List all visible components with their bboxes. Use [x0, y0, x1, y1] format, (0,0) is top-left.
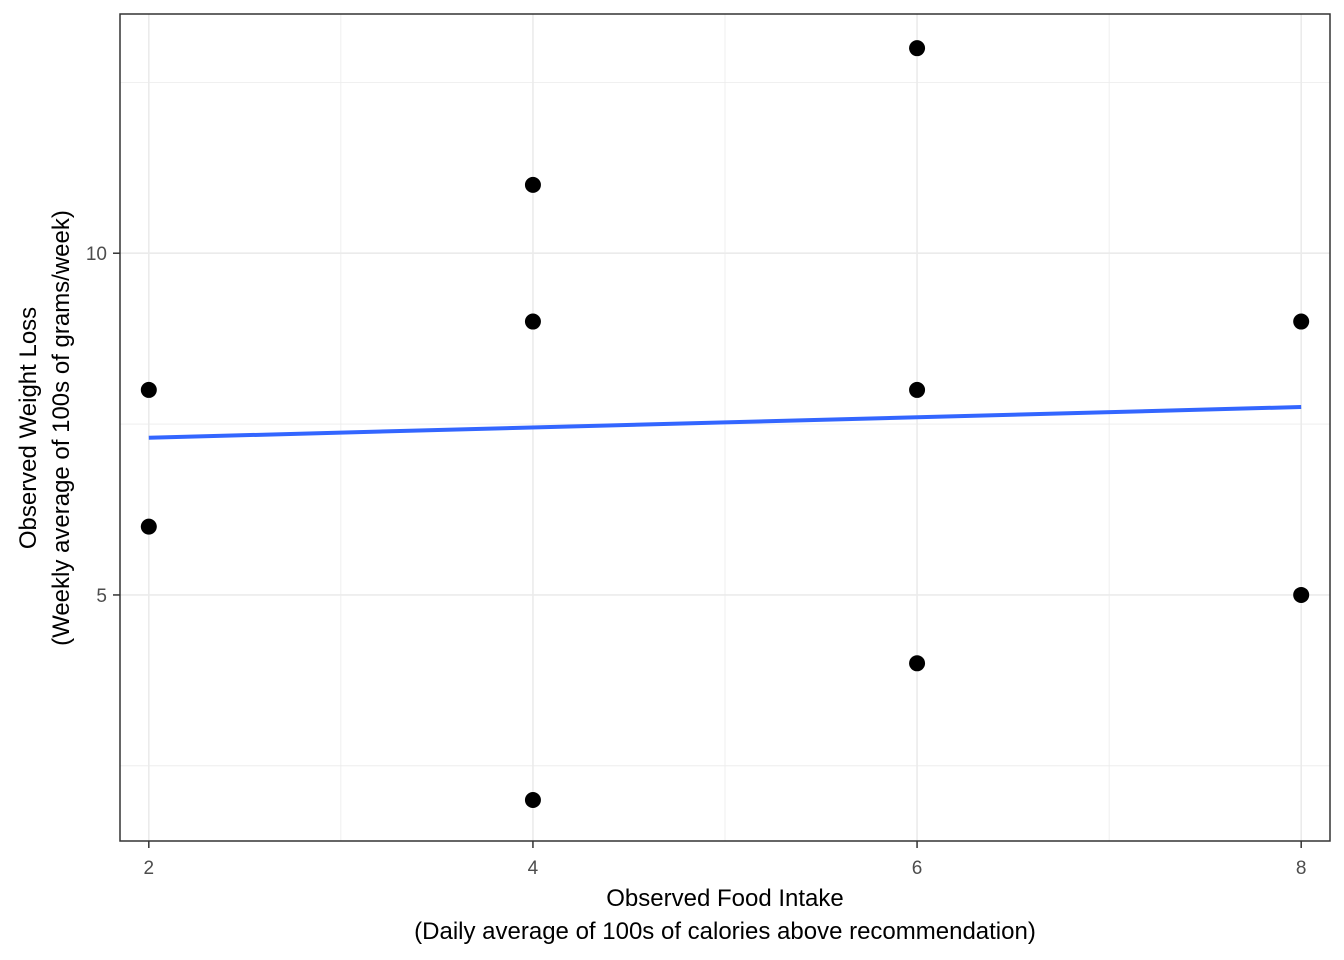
x-tick-label: 8	[1296, 858, 1307, 879]
y-axis-title-line2: (Weekly average of 100s of grams/week)	[48, 210, 75, 646]
x-tick-label: 4	[528, 858, 539, 879]
data-point	[909, 655, 926, 672]
y-tick-label: 10	[86, 244, 107, 265]
trend-line-group	[148, 404, 1302, 440]
data-point	[524, 791, 541, 808]
axis-ticks: 2 4 6 8 5 10	[86, 244, 1307, 879]
x-axis-title-line2: (Daily average of 100s of calories above…	[414, 918, 1036, 945]
data-point	[524, 176, 541, 193]
x-tick-label: 6	[912, 858, 923, 879]
y-axis-title-line1: Observed Weight Loss	[15, 307, 42, 549]
x-axis-title-line1: Observed Food Intake	[606, 885, 843, 912]
data-point	[140, 381, 157, 398]
panel-border	[119, 13, 1331, 842]
data-points	[140, 40, 1310, 808]
trend-line	[148, 404, 1302, 440]
data-point	[909, 381, 926, 398]
data-point	[909, 40, 926, 57]
y-tick-label: 5	[96, 586, 107, 607]
data-point	[524, 313, 541, 330]
x-tick-label: 2	[144, 858, 155, 879]
data-point	[1293, 313, 1310, 330]
data-point	[140, 518, 157, 535]
data-point	[1293, 586, 1310, 603]
